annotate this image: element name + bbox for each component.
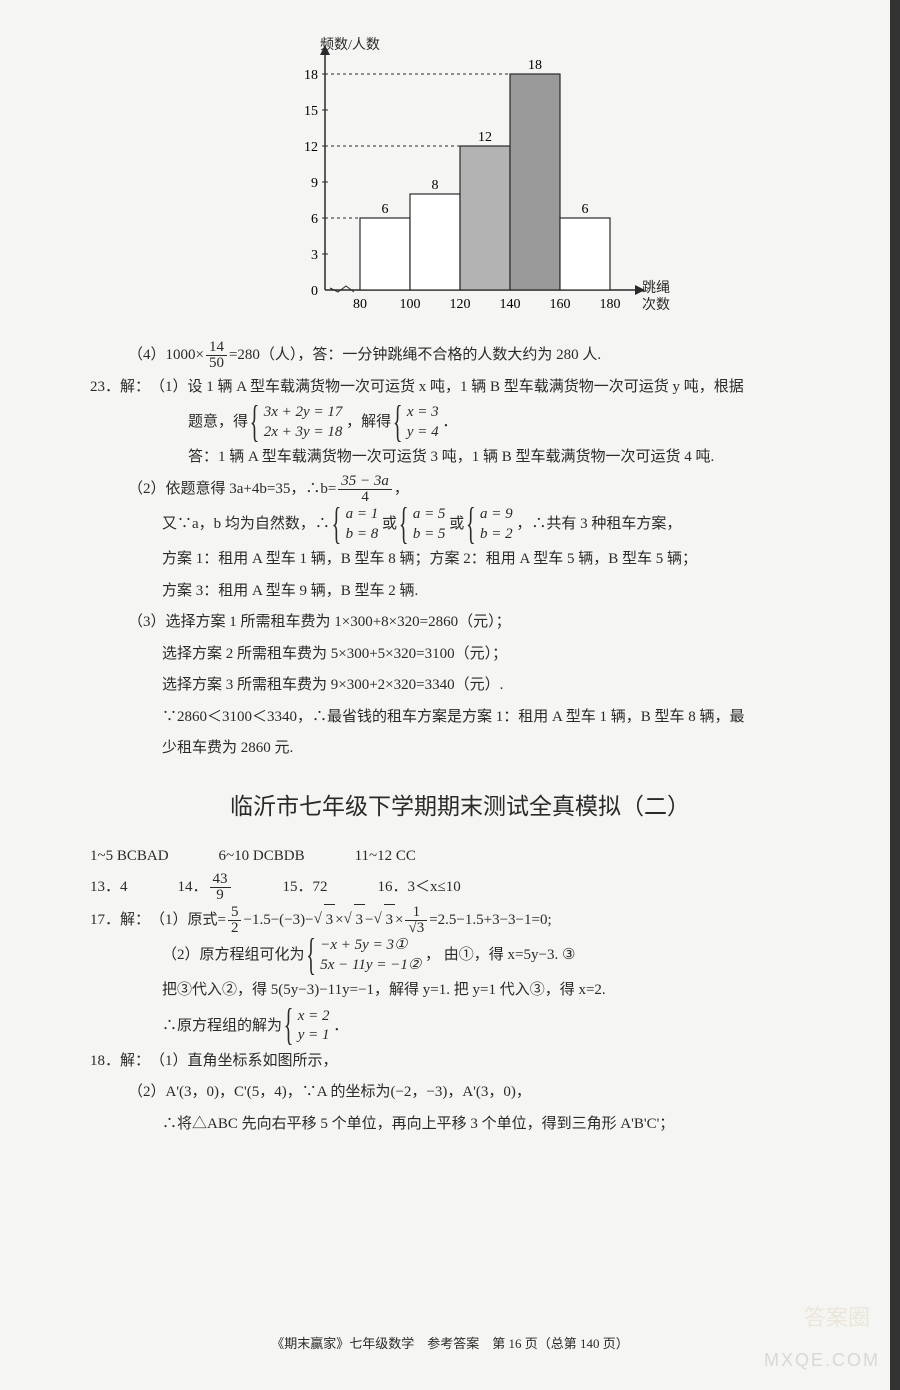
svg-text:120: 120 <box>450 297 471 312</box>
svg-text:12: 12 <box>304 140 318 155</box>
q18-part2-l2: ∴将△ABC 先向右平移 5 个单位，再向上平移 3 个单位，得到三角形 A'B… <box>90 1109 830 1141</box>
histogram-chart: 频数/人数 0 3 6 9 12 15 18 <box>270 40 650 320</box>
svg-text:8: 8 <box>432 178 439 193</box>
svg-text:18: 18 <box>528 58 542 73</box>
q23-part3-l1: （3）选择方案 1 所需租车费为 1×300+8×320=2860（元）； <box>90 607 830 639</box>
q23-part2-l3: 方案 1：租用 A 型车 1 辆，B 型车 8 辆；方案 2：租用 A 型车 5… <box>90 544 830 576</box>
q23-part3-l4: ∵2860＜3100＜3340，∴最省钱的租车方案是方案 1：租用 A 型车 1… <box>90 702 830 734</box>
svg-text:18: 18 <box>304 68 318 83</box>
page-edge <box>890 0 900 1390</box>
mc-answers-row2: 13．4 14．439 15．72 16．3＜x≤10 <box>90 872 830 904</box>
svg-text:15: 15 <box>304 104 318 119</box>
q23-part3-l5: 少租车费为 2860 元. <box>90 733 830 765</box>
svg-text:160: 160 <box>550 297 571 312</box>
svg-text:3: 3 <box>311 248 318 263</box>
section2-title: 临沂市七年级下学期期末测试全真模拟（二） <box>90 783 830 831</box>
q23-part1-l1: 23．解：（1）设 1 辆 A 型车载满货物一次可运货 x 吨，1 辆 B 型车… <box>90 372 830 404</box>
page-content: （4）1000×1450=280（人），答：一分钟跳绳不合格的人数大约为 280… <box>90 340 830 1140</box>
q17-part2-l2: 把③代入②，得 5(5y−3)−11y=−1，解得 y=1. 把 y=1 代入③… <box>90 975 830 1007</box>
q18-part2-l1: （2）A'(3，0)，C'(5，4)，∵A 的坐标为(−2，−3)，A'(3，0… <box>90 1077 830 1109</box>
q23-part1-l2: 题意，得 3x + 2y = 172x + 3y = 18 ，解得 x = 3y… <box>90 403 830 442</box>
q23-part2-l1: （2）依题意得 3a+4b=35，∴b=35 − 3a4， <box>90 474 830 506</box>
bars <box>360 74 610 290</box>
svg-text:6: 6 <box>582 202 589 217</box>
q17-part2-l3: ∴原方程组的解为 x = 2y = 1 ． <box>90 1007 830 1046</box>
svg-text:6: 6 <box>382 202 389 217</box>
bar-chart-svg: 0 3 6 9 12 15 18 6 8 12 18 6 <box>270 40 690 320</box>
watermark-url: MXQE.COM <box>764 1346 880 1375</box>
svg-text:12: 12 <box>478 130 492 145</box>
q18-part1: 18．解：（1）直角坐标系如图所示， <box>90 1046 830 1078</box>
y-axis-label: 频数/人数 <box>320 35 380 57</box>
q23-part1-l3: 答：1 辆 A 型车载满货物一次可运货 3 吨，1 辆 B 型车载满货物一次可运… <box>90 442 830 474</box>
q17-part1: 17．解：（1）原式=52−1.5−(−3)−3×3−3×1√3=2.5−1.5… <box>90 904 830 937</box>
svg-text:6: 6 <box>311 212 318 227</box>
q23-part3-l3: 选择方案 3 所需租车费为 9×300+2×320=3340（元）. <box>90 670 830 702</box>
mc-answers-row1: 1~5 BCBAD 6~10 DCBDB 11~12 CC <box>90 841 830 873</box>
svg-text:0: 0 <box>311 284 318 299</box>
q23-part3-l2: 选择方案 2 所需租车费为 5×300+5×320=3100（元）； <box>90 639 830 671</box>
svg-text:180: 180 <box>600 297 621 312</box>
q23-part2-l4: 方案 3：租用 A 型车 9 辆，B 型车 2 辆. <box>90 576 830 608</box>
x-axis-label: 跳绳次数 <box>642 281 670 315</box>
svg-text:9: 9 <box>311 176 318 191</box>
svg-text:80: 80 <box>353 297 367 312</box>
svg-text:140: 140 <box>500 297 521 312</box>
q17-part2-l1: （2）原方程组可化为 −x + 5y = 3①5x − 11y = −1② ， … <box>90 936 830 975</box>
q23-part2-l2: 又∵a，b 均为自然数，∴ a = 1b = 8 或 a = 5b = 5 或 … <box>90 505 830 544</box>
q22-part4: （4）1000×1450=280（人），答：一分钟跳绳不合格的人数大约为 280… <box>90 340 830 372</box>
svg-text:100: 100 <box>400 297 421 312</box>
watermark-cn: 答案圈 <box>804 1300 870 1335</box>
